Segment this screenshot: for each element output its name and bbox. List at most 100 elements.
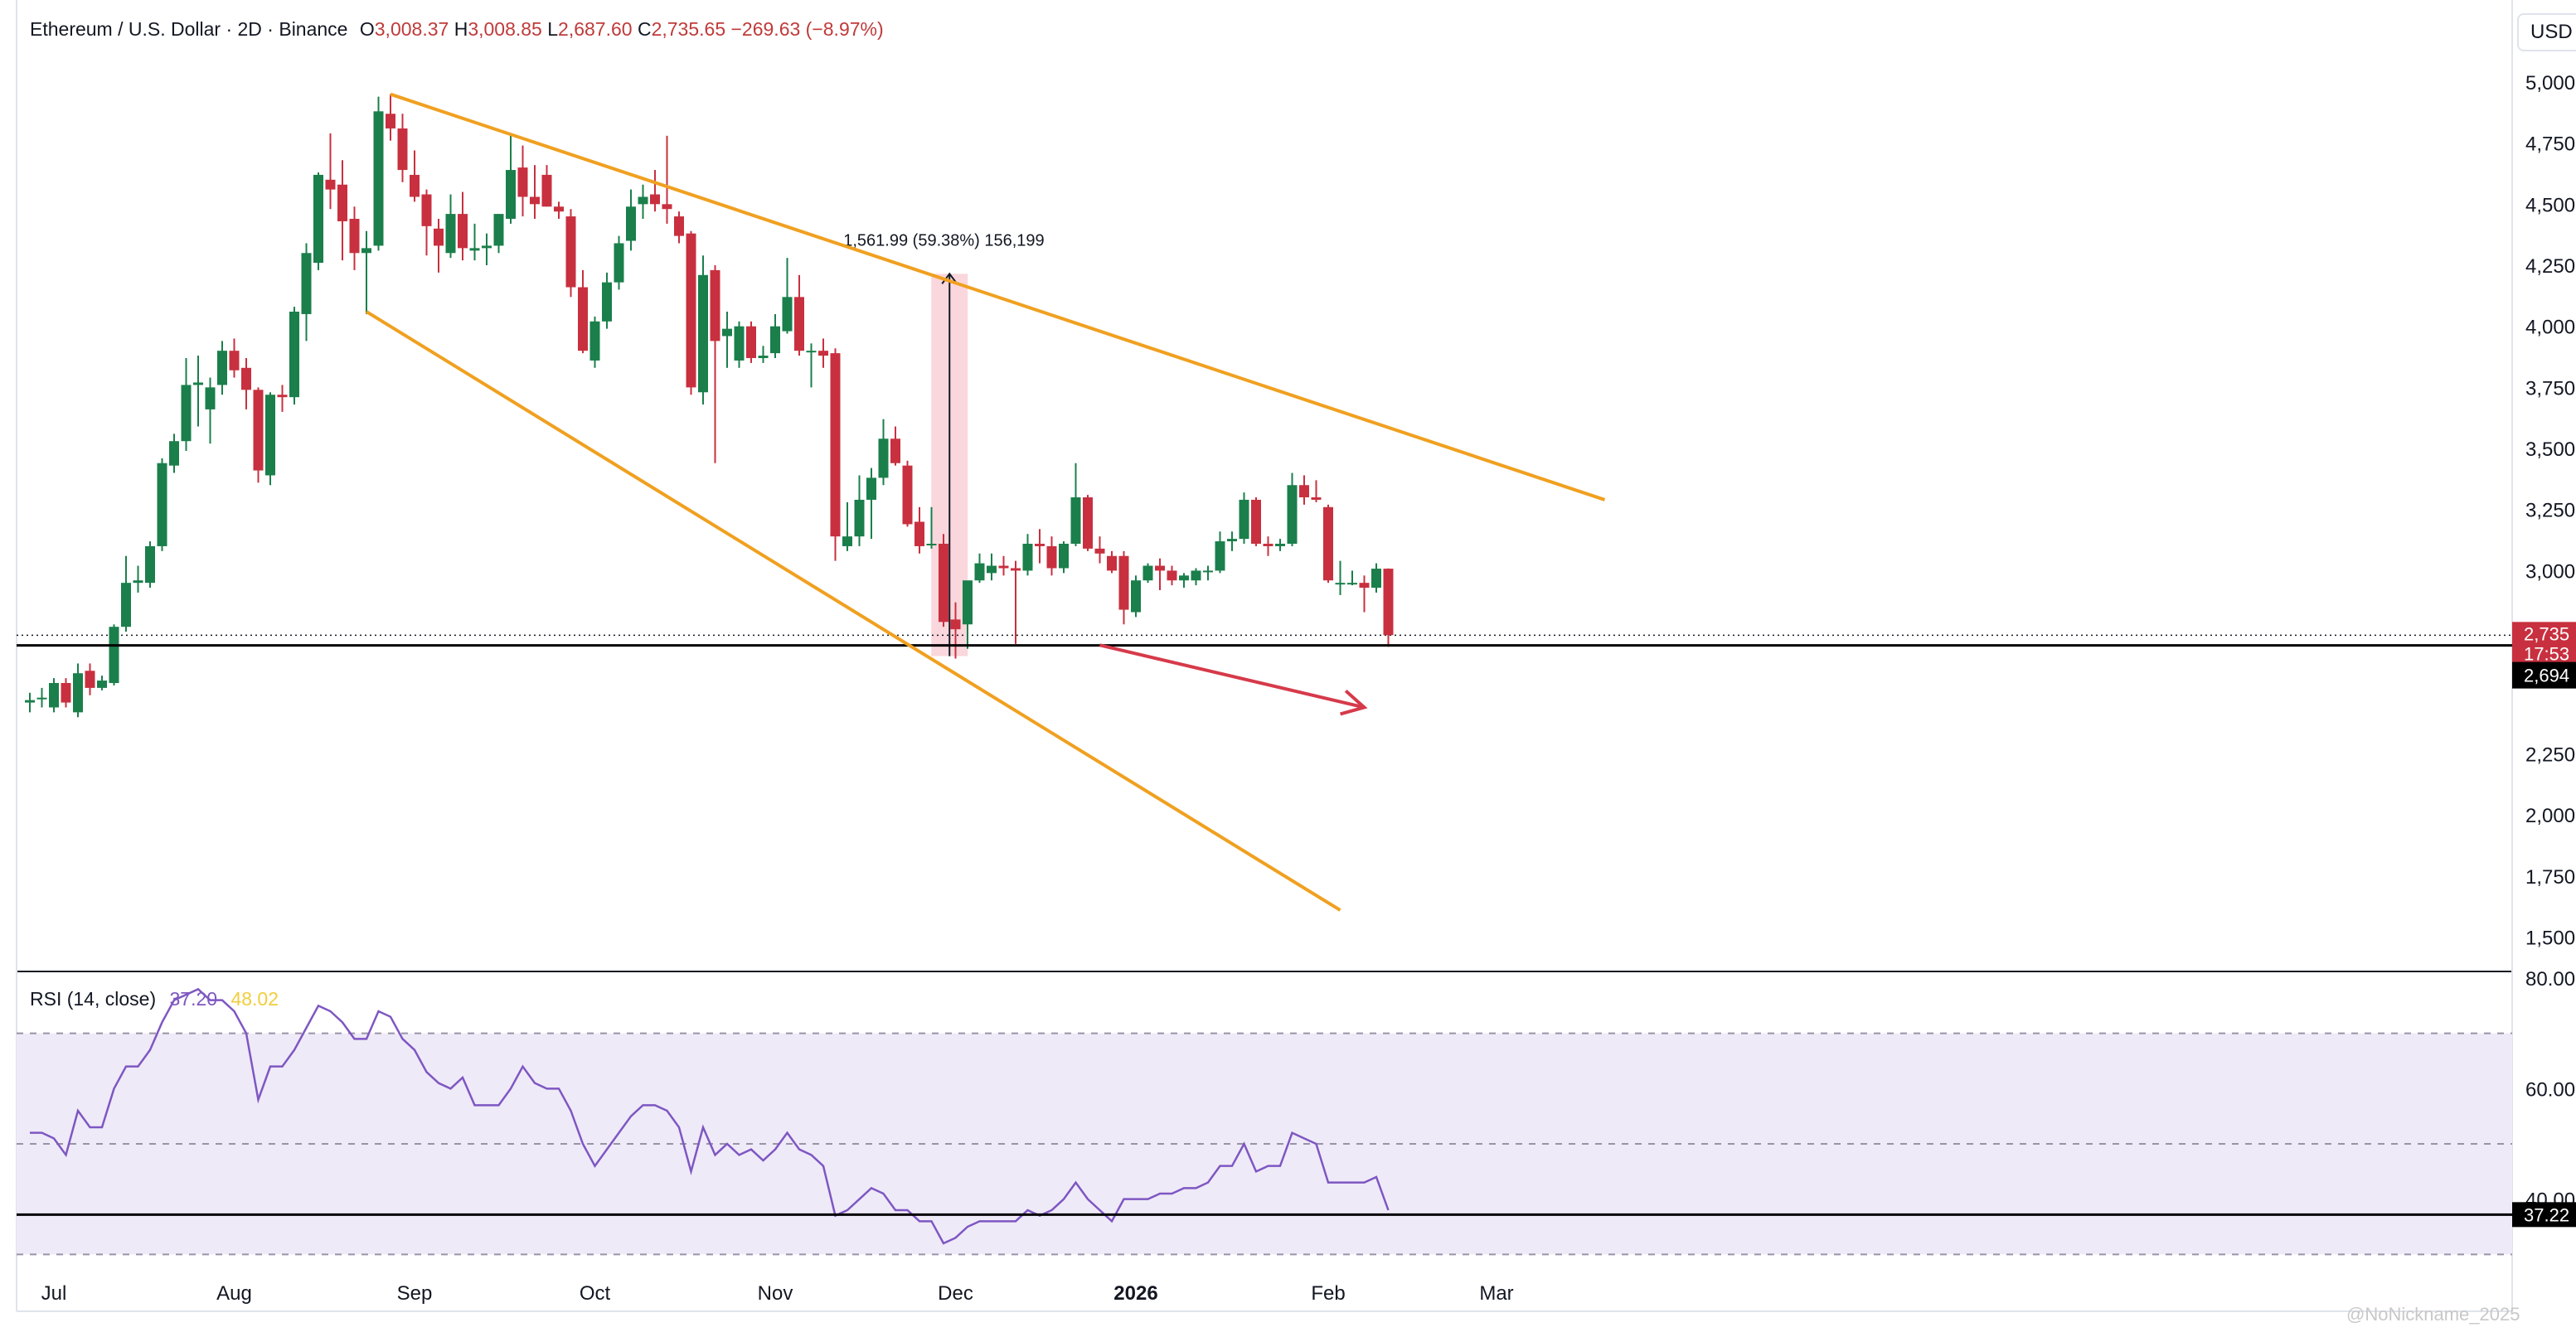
candle-body-21 — [277, 395, 288, 398]
candle-body-27 — [349, 219, 360, 254]
candle-body-71 — [878, 438, 889, 478]
candle-body-19 — [253, 390, 264, 471]
candle-body-86 — [1059, 544, 1069, 569]
rsi-ma-value: 48.02 — [230, 988, 279, 1010]
candle-body-112 — [1371, 569, 1381, 589]
candle-body-77 — [950, 619, 961, 630]
candle-body-98 — [1203, 570, 1213, 573]
watermark: @NoNickname_2025 — [2346, 1304, 2520, 1325]
price-tick-3250: 3,250 — [2525, 500, 2575, 522]
channel-upper-line — [390, 92, 1606, 501]
candle-body-2 — [49, 683, 59, 708]
channel-lower-line — [365, 310, 1341, 912]
rsi-line — [30, 987, 1390, 1245]
candle-body-60 — [746, 326, 756, 358]
candle-body-81 — [998, 565, 1009, 569]
candle-body-55 — [686, 233, 696, 388]
price-tick-4750: 4,750 — [2525, 133, 2575, 156]
candle-body-76 — [939, 544, 948, 622]
candle-body-64 — [794, 297, 804, 351]
candle-body-102 — [1251, 499, 1261, 544]
candle-body-70 — [866, 477, 876, 500]
time-label-feb: Feb — [1311, 1282, 1345, 1305]
candle-body-63 — [782, 297, 793, 332]
candle-body-113 — [1383, 569, 1394, 636]
candle-body-14 — [193, 382, 203, 385]
candle-body-68 — [842, 536, 852, 546]
measure-label: 1,561.99 (59.38%) 156,199 — [843, 231, 1044, 249]
candle-body-3 — [61, 683, 71, 703]
candle-body-84 — [1035, 544, 1045, 546]
price-tick-4250: 4,250 — [2525, 255, 2575, 278]
projection-arrow-line — [1099, 643, 1365, 710]
candle-body-100 — [1227, 539, 1237, 542]
time-label-mar: Mar — [1479, 1282, 1513, 1305]
current-price-label: 2,735 — [2524, 623, 2569, 644]
time-label-jul: Jul — [41, 1282, 67, 1305]
candle-body-57 — [710, 269, 720, 342]
candle-body-49 — [614, 243, 624, 283]
candle-body-39 — [493, 214, 504, 246]
candle-body-41 — [517, 167, 528, 197]
rsi-current-label: 37.22 — [2524, 1204, 2569, 1225]
rsi-tick-80: 80.00 — [2525, 968, 2575, 991]
candle-body-17 — [229, 351, 240, 371]
candle-body-1 — [36, 697, 47, 700]
time-label-2026: 2026 — [1113, 1282, 1157, 1305]
candle-body-108 — [1323, 506, 1333, 581]
time-label-sep: Sep — [397, 1282, 433, 1305]
candle-body-42 — [530, 196, 540, 205]
candle-body-94 — [1155, 565, 1165, 571]
candle-body-45 — [565, 216, 576, 288]
annotations-foreground — [17, 92, 2512, 912]
candle-body-51 — [638, 196, 648, 205]
candle-body-110 — [1347, 583, 1357, 585]
candle-body-96 — [1179, 575, 1189, 581]
support-price-label: 2,694 — [2524, 666, 2569, 686]
candle-body-11 — [157, 463, 167, 546]
candle-body-65 — [806, 351, 817, 353]
candle-body-61 — [758, 356, 769, 358]
candle-body-34 — [434, 228, 444, 246]
candle-body-37 — [469, 248, 480, 251]
candle-body-62 — [770, 326, 780, 354]
rsi-label: RSI (14, close) — [30, 988, 157, 1010]
candle-body-48 — [602, 282, 612, 322]
candle-body-0 — [25, 700, 35, 703]
candle-body-87 — [1070, 497, 1081, 544]
candle-body-52 — [650, 194, 660, 205]
candle-body-105 — [1287, 485, 1298, 544]
close-value: 2,735.65 — [651, 18, 726, 40]
price-tick-4000: 4,000 — [2525, 317, 2575, 339]
currency-button[interactable]: USD — [2517, 13, 2576, 51]
candle-body-40 — [506, 170, 516, 219]
candle-body-67 — [830, 353, 841, 537]
candle-body-43 — [541, 174, 552, 207]
rsi-panel — [17, 1032, 2512, 1256]
candle-body-13 — [181, 385, 192, 442]
candle-body-56 — [698, 274, 708, 393]
candle-body-22 — [289, 312, 299, 398]
candle-body-25 — [325, 179, 336, 190]
close-label: C — [637, 18, 652, 40]
candle-body-6 — [97, 681, 107, 688]
time-label-oct: Oct — [580, 1282, 611, 1305]
projection-arrowhead — [1340, 689, 1368, 716]
candle-body-35 — [445, 214, 456, 254]
price-tick-4500: 4,500 — [2525, 194, 2575, 216]
low-value: 2,687.60 — [558, 18, 633, 40]
candle-body-75 — [926, 544, 937, 545]
candle-body-97 — [1191, 570, 1201, 581]
symbol-legend: Ethereum / U.S. Dollar · 2D · Binance O3… — [30, 18, 884, 41]
candle-body-26 — [337, 184, 347, 221]
candle-body-111 — [1359, 583, 1370, 589]
candle-body-53 — [662, 204, 672, 210]
change-value: −269.63 (−8.97%) — [730, 18, 884, 40]
time-label-dec: Dec — [938, 1282, 973, 1305]
price-tick-1500: 1,500 — [2525, 928, 2575, 950]
candlestick-series — [25, 94, 1394, 718]
countdown-label: 17:53 — [2524, 643, 2569, 664]
candle-body-38 — [482, 245, 492, 249]
price-tick-1750: 1,750 — [2525, 866, 2575, 889]
